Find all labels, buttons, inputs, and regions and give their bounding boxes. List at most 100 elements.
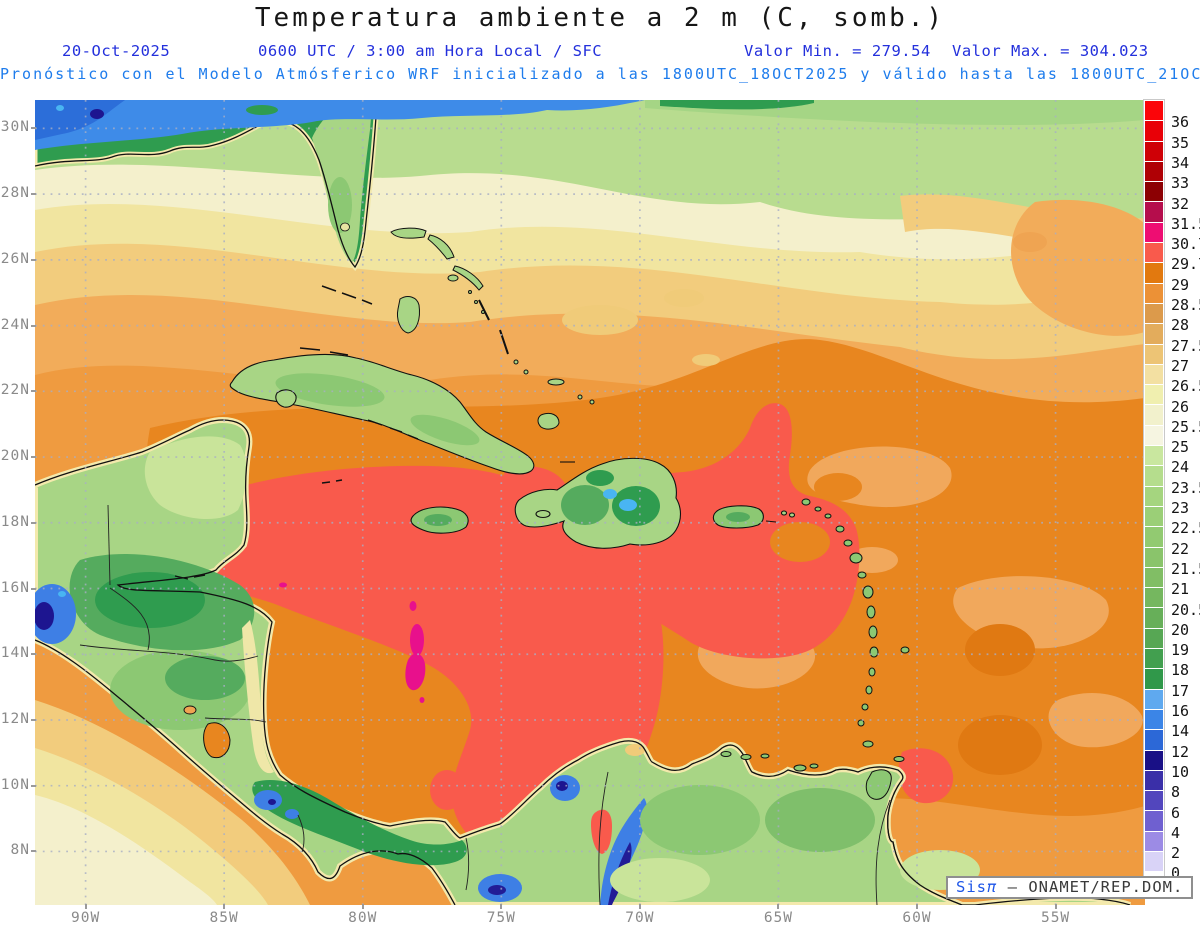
roatan — [174, 574, 206, 580]
lon-tick — [84, 904, 87, 909]
colorbar-segment — [1145, 831, 1163, 852]
cold-air-band — [35, 100, 814, 150]
lon-label: 80W — [348, 910, 378, 926]
colorbar-segment — [1145, 446, 1163, 467]
colorbar-segment — [1145, 588, 1163, 609]
colorbar-label: 12 — [1171, 742, 1190, 761]
max-value-label: Valor Max. = 304.023 — [952, 42, 1149, 60]
colorbar-label: 20.5 — [1171, 600, 1200, 619]
temperature-map-svg — [28, 97, 1145, 908]
colorbar-label: 20 — [1171, 620, 1190, 639]
watermark: Sisπ – ONAMET/REP.DOM. — [946, 876, 1194, 899]
tobago — [893, 756, 905, 762]
lat-tick — [31, 850, 36, 853]
yucatan-interior — [144, 436, 247, 520]
lat-label: 28N — [0, 185, 30, 202]
lon-tick — [777, 904, 780, 909]
lon-label: 70W — [625, 910, 655, 926]
lat-tick — [31, 324, 36, 327]
colorbar-segment — [1145, 750, 1163, 771]
colorbar-label: 36 — [1171, 113, 1190, 132]
lon-label: 60W — [902, 910, 932, 926]
costa-rica-panama-highlands — [252, 780, 467, 866]
colorbar-label: 6 — [1171, 803, 1181, 822]
trinidad — [865, 769, 892, 800]
caribbean-islands — [174, 227, 910, 800]
isla-juventud — [275, 389, 297, 408]
lake-maracaibo-warm — [591, 809, 612, 854]
gonave — [535, 509, 551, 519]
colorbar-segment — [1145, 811, 1163, 832]
lat-tick — [31, 587, 36, 590]
colorbar-segment — [1145, 263, 1163, 284]
colorbar-segment — [1145, 405, 1163, 426]
colorbar-label: 22.5 — [1171, 519, 1200, 538]
bahamas — [321, 227, 595, 484]
lat-label: 14N — [0, 645, 30, 662]
lon-label: 65W — [763, 910, 794, 926]
lon-tick — [1054, 904, 1057, 909]
colorbar-segment — [1145, 364, 1163, 386]
lat-tick — [31, 193, 36, 196]
lat-label: 20N — [0, 448, 30, 465]
colorbar-label: 8 — [1171, 783, 1181, 802]
lat-tick — [31, 521, 36, 524]
extreme-hot-spots — [279, 582, 426, 703]
north-america-land — [32, 97, 380, 305]
colorbar-label: 0 — [1171, 864, 1181, 883]
watermark-separator: – — [997, 878, 1029, 896]
colorbar-segment — [1145, 791, 1163, 812]
colorbar-segment — [1145, 709, 1163, 731]
colorbar-label: 31.5 — [1171, 214, 1200, 233]
lon-tick — [638, 904, 641, 909]
lat-tick — [31, 127, 36, 130]
colorbar-segment — [1145, 851, 1163, 873]
colorbar-label: 30.7 — [1171, 235, 1200, 254]
colorbar-segment — [1145, 425, 1163, 447]
colorbar-label: 19 — [1171, 641, 1190, 660]
colorbar-segment — [1145, 466, 1163, 487]
colorbar-segment — [1145, 770, 1163, 792]
colorbar-label: 29.7 — [1171, 255, 1200, 274]
colorbar-segment — [1145, 283, 1163, 304]
guajira-warm — [625, 744, 645, 756]
lat-label: 24N — [0, 316, 30, 333]
colorbar-segment — [1145, 222, 1163, 244]
colorbar-segment — [1145, 628, 1163, 650]
political-borders — [79, 504, 891, 906]
colorbar-segment — [1145, 141, 1163, 162]
colorbar-label: 16 — [1171, 702, 1190, 720]
barbados — [900, 646, 910, 654]
colorbar-label: 28 — [1171, 316, 1190, 335]
colorbar-segment — [1145, 547, 1163, 568]
lat-label: 16N — [0, 579, 30, 596]
colorbar-label: 26 — [1171, 397, 1190, 416]
colorbar-segment — [1145, 527, 1163, 548]
colorbar-label: 2 — [1171, 844, 1181, 863]
colorbar-label: 25.5 — [1171, 417, 1200, 436]
colorbar-segment — [1145, 486, 1163, 507]
colorbar-label: 17 — [1171, 681, 1190, 700]
lat-tick — [31, 258, 36, 261]
colorbar-segment — [1145, 101, 1163, 122]
lon-label: 75W — [486, 910, 516, 926]
colorbar-label: 10 — [1171, 762, 1190, 781]
watermark-brand: Sis — [956, 878, 987, 896]
forecast-valid-time: 0600 UTC / 3:00 am Hora Local / SFC — [258, 42, 603, 60]
lat-label: 8N — [10, 842, 30, 859]
colorbar-segment — [1145, 567, 1163, 589]
colorbar-label: 4 — [1171, 823, 1181, 842]
colorbar-segment — [1145, 121, 1163, 142]
colorbar-segment — [1145, 303, 1163, 325]
model-init-note: Pronóstico con el Modelo Atmósferico WRF… — [0, 65, 1200, 83]
colorbar-segment — [1145, 385, 1163, 406]
colorbar-swatches — [1143, 99, 1165, 895]
grid-lines — [35, 100, 1145, 905]
lon-tick — [361, 904, 364, 909]
lat-tick — [31, 784, 36, 787]
colorbar-label: 32 — [1171, 194, 1190, 213]
colorbar-segment — [1145, 608, 1163, 629]
colorbar-label: 27 — [1171, 356, 1190, 375]
lat-label: 10N — [0, 776, 30, 793]
